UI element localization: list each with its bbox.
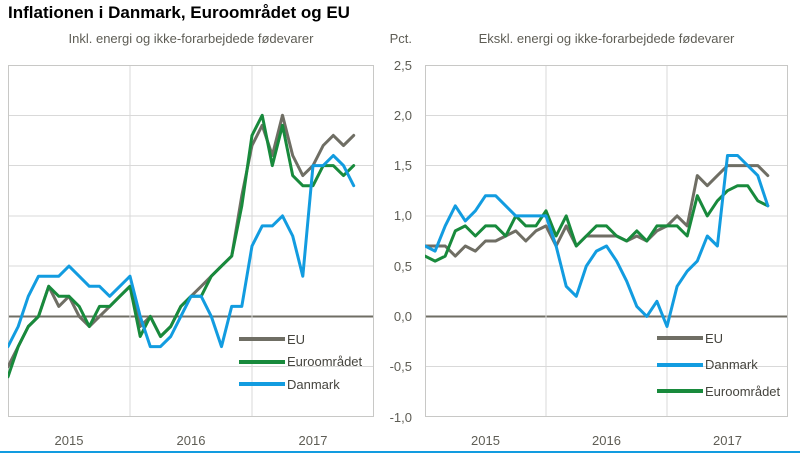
- legend-label: EU: [287, 331, 306, 347]
- legend-item-eu: EU: [657, 325, 780, 352]
- legend-label: Danmark: [287, 376, 340, 392]
- y-axis-unit-label: Pct.: [389, 31, 412, 46]
- danmark-line-swatch-icon: [239, 382, 285, 387]
- x-tick-label: 2016: [176, 433, 206, 448]
- y-tick-label: 2,0: [393, 107, 412, 123]
- series-line-euroområdet: [8, 113, 356, 379]
- y-tick-label: 0,0: [393, 308, 412, 324]
- y-tick-label: 1,0: [393, 208, 412, 224]
- legend-item-euro-area: Euroområdet: [239, 351, 362, 374]
- series-line-danmark: [425, 154, 770, 328]
- eu-line-swatch-icon: [239, 337, 285, 342]
- series-line-danmark: [8, 154, 356, 349]
- page-title: Inflationen i Danmark, Euroområdet og EU: [8, 3, 350, 22]
- euro-area-line-swatch-icon: [657, 389, 703, 394]
- y-tick-label: 2,5: [393, 57, 412, 73]
- series-line-eu: [425, 164, 770, 258]
- bottom-accent-bar: [0, 451, 800, 453]
- legend-item-danmark: Danmark: [239, 373, 362, 396]
- x-tick-label: 2015: [471, 433, 500, 448]
- x-tick-label: 2017: [713, 433, 742, 448]
- eu-line-swatch-icon: [657, 336, 703, 341]
- legend-item-euro-area: Euroområdet: [657, 378, 780, 405]
- y-tick-label: -1,0: [389, 409, 412, 425]
- x-tick-label: 2016: [592, 433, 621, 448]
- right-chart-plot: [425, 65, 788, 417]
- left-chart-legend: EU Euroområdet Danmark: [239, 328, 362, 396]
- legend-label: Danmark: [705, 357, 758, 373]
- euro-area-line-swatch-icon: [239, 359, 285, 364]
- legend-item-eu: EU: [239, 328, 362, 351]
- x-tick-label: 2015: [54, 433, 84, 448]
- legend-item-danmark: Danmark: [657, 352, 780, 379]
- y-tick-label: 0,5: [393, 258, 412, 274]
- left-chart-subtitle: Inkl. energi og ikke-forarbejdede fødeva…: [68, 31, 314, 46]
- legend-label: Euroområdet: [287, 354, 363, 370]
- danmark-line-swatch-icon: [657, 362, 703, 367]
- y-tick-label: 1,5: [393, 158, 412, 174]
- left-chart-plot: [8, 65, 374, 417]
- y-tick-label: -0,5: [389, 359, 412, 375]
- right-chart-subtitle: Ekskl. energi og ikke-forarbejdede fødev…: [478, 31, 735, 46]
- series-line-euroområdet: [425, 184, 770, 263]
- right-chart-legend: EU Danmark Euroområdet: [657, 325, 780, 405]
- x-tick-label: 2017: [298, 433, 328, 448]
- legend-label: Euroområdet: [705, 383, 781, 399]
- legend-label: EU: [705, 330, 724, 346]
